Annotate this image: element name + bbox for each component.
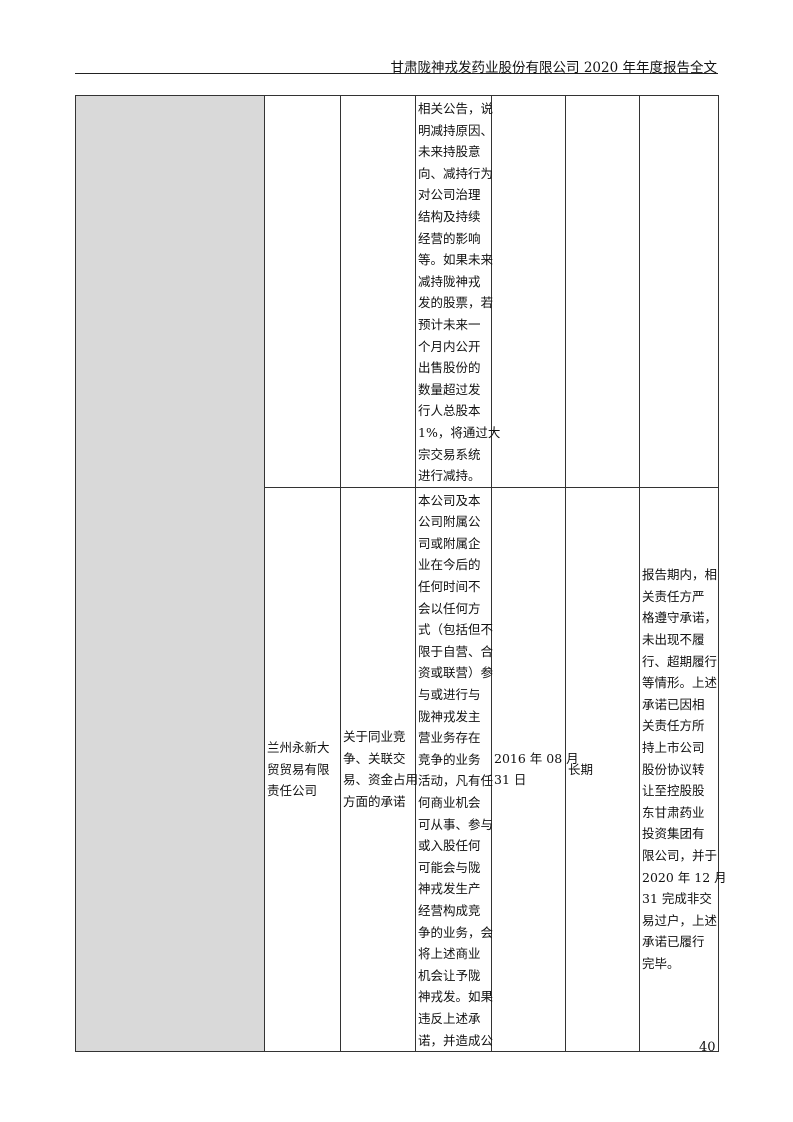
cell-text-line: 关责任方严 [642, 588, 705, 604]
cell-text-line: 报告期内，相 [642, 567, 718, 583]
cell-text-line: 行、超期履行 [642, 653, 718, 669]
cell-text-line: 司或附属企 [418, 535, 481, 551]
cell-text-line: 限于自营、合 [418, 643, 494, 659]
cell-text-line: 宗交易系统 [418, 446, 481, 462]
period-cell [565, 95, 640, 488]
cell-text-line: 承诺已履行 [642, 934, 705, 950]
cell-text-line: 公司附属公 [418, 514, 481, 530]
cell-text-line: 经营的影响 [418, 230, 481, 246]
cell-text-line: 相关公告，说 [418, 101, 494, 116]
cell-text-line: 活动，凡有任 [418, 773, 494, 789]
cell-text-line: 可从事、参与 [418, 816, 494, 832]
cell-text-line: 争的业务，会 [418, 924, 494, 940]
cell-text-line: 诺，并造成公 [418, 1032, 494, 1048]
period-cell: 长期 [565, 486, 640, 1053]
cell-text-line: 进行减持。 [418, 468, 481, 484]
cell-text-line: 本公司及本 [418, 492, 481, 508]
cell-text-line: 关于同业竞 [343, 729, 406, 745]
cell-text-line: 业在今后的 [418, 557, 481, 573]
cell-text-line: 机会让予陇 [418, 967, 481, 983]
cell-text-line: 股份协议转 [642, 761, 705, 777]
cell-text-line: 31 完成非交 [642, 891, 712, 907]
cell-text-line: 或入股任何 [418, 838, 481, 854]
status-cell [639, 95, 719, 488]
cell-text-line: 竞争的业务 [418, 751, 481, 767]
cell-text-line: 减持陇神戎 [418, 273, 481, 289]
cell-text-line: 等。如果未来 [418, 252, 494, 268]
cell-text-line: 限公司，并于 [642, 847, 718, 863]
cell-text-line: 责任公司 [267, 783, 318, 799]
cell-text-line: 数量超过发 [418, 381, 481, 397]
cell-text-line: 争、关联交 [343, 750, 406, 766]
cell-text-line: 与或进行与 [418, 687, 481, 703]
cell-text-line: 明减持原因、 [418, 122, 494, 138]
cell-text-line: 让至控股股 [642, 783, 705, 799]
cell-text-line: 2016 年 08 月 [494, 750, 579, 766]
cell-text-line: 预计未来一 [418, 316, 481, 332]
cell-text-line: 任何时间不 [418, 579, 481, 595]
cell-text-line: 31 日 [494, 772, 527, 788]
cell-text-line: 资或联营）参 [418, 665, 494, 681]
cell-text-line: 贸贸易有限 [267, 761, 330, 777]
cell-text-line: 对公司治理 [418, 187, 481, 203]
cell-text-line: 1%，将通过大 [418, 424, 501, 440]
party-cell: 兰州永新大贸贸易有限责任公司 [264, 486, 341, 1053]
cell-text-line: 结构及持续 [418, 208, 481, 224]
running-header: 甘肃陇神戎发药业股份有限公司 2020 年年度报告全文 [390, 60, 717, 76]
cell-text-line: 等情形。上述 [642, 675, 718, 691]
cell-text-line: 发的股票，若 [418, 295, 494, 311]
cell-text-line: 持上市公司 [642, 740, 705, 756]
cell-text-line: 未来持股意 [418, 144, 481, 160]
cell-text-line: 何商业机会 [418, 795, 481, 810]
type-cell [340, 95, 416, 488]
cell-text-line: 违反上述承 [418, 1010, 481, 1026]
cell-text-line: 行人总股本 [418, 403, 481, 419]
cell-text-line: 个月内公开 [418, 338, 481, 354]
commitments-table: 相关公告，说 明减持原因、 未来持股意向、减持行为 对公司治理结构及持续经营的影响等。… [75, 94, 727, 1053]
cell-text-line: 东甘肃药业 [642, 804, 705, 820]
cell-text-line: 经营构成竞 [418, 902, 481, 918]
cell-text-line: 神戎发。如果 [418, 989, 494, 1005]
cell-text-line: 未出现不履 [642, 632, 705, 648]
cell-text-line: 营业务存在 [418, 730, 481, 746]
cell-text-line: 向、减持行为 [418, 165, 494, 181]
status-cell: 报告期内，相 关责任方严格遵守承诺， 未出现不履行、超期履行 等情形。上述 承诺已因相关… [639, 486, 727, 1053]
content-cell: 本公司及本公司附属公司或附属企业在今后的任何时间不会以任何方式（包括但不 限于自营… [415, 486, 494, 1053]
cell-text-line: 关责任方所 [642, 718, 705, 734]
cell-text-line: 可能会与陇 [418, 859, 481, 875]
cell-text-line: 易过户，上述 [642, 912, 718, 928]
cell-text-line: 式（包括但不 [418, 622, 494, 638]
cell-text-line: 长期 [568, 761, 594, 777]
table-row: 相关公告，说 明减持原因、 未来持股意向、减持行为 对公司治理结构及持续经营的影响等。… [75, 94, 719, 1053]
type-cell: 关于同业竞争、关联交易、资金占用 方面的承诺 [340, 486, 419, 1053]
table-row: 兰州永新大贸贸易有限责任公司 关于同业竞争、关联交易、资金占用 方面的承诺 本公司… [76, 486, 727, 1053]
cell-text-line: 承诺已因相 [642, 696, 705, 712]
cell-text-line: 神戎发生产 [418, 881, 481, 897]
cell-text-line: 易、资金占用 [343, 772, 419, 788]
cell-text-line: 兰州永新大 [267, 740, 330, 756]
cell-text-line: 陇神戎发主 [418, 708, 481, 724]
cell-text-line: 方面的承诺 [343, 794, 406, 809]
party-cell [264, 95, 341, 488]
cell-text-line: 格遵守承诺， [642, 610, 718, 626]
header-rule [75, 73, 718, 74]
category-cell [75, 94, 265, 1053]
time-cell: 2016 年 08 月 31 日 [491, 486, 579, 1053]
cell-text-line: 完毕。 [642, 955, 680, 971]
cell-text-line: 将上述商业 [418, 946, 481, 962]
cell-text-line: 会以任何方 [418, 600, 481, 616]
cell-text-line: 投资集团有 [642, 826, 705, 842]
cell-text-line: 2020 年 12 月 [642, 869, 727, 885]
content-cell: 相关公告，说 明减持原因、 未来持股意向、减持行为 对公司治理结构及持续经营的影响等。… [415, 95, 501, 488]
cell-text-line: 出售股份的 [418, 360, 481, 376]
time-cell [491, 95, 566, 488]
page-number: 40 [699, 1040, 716, 1055]
